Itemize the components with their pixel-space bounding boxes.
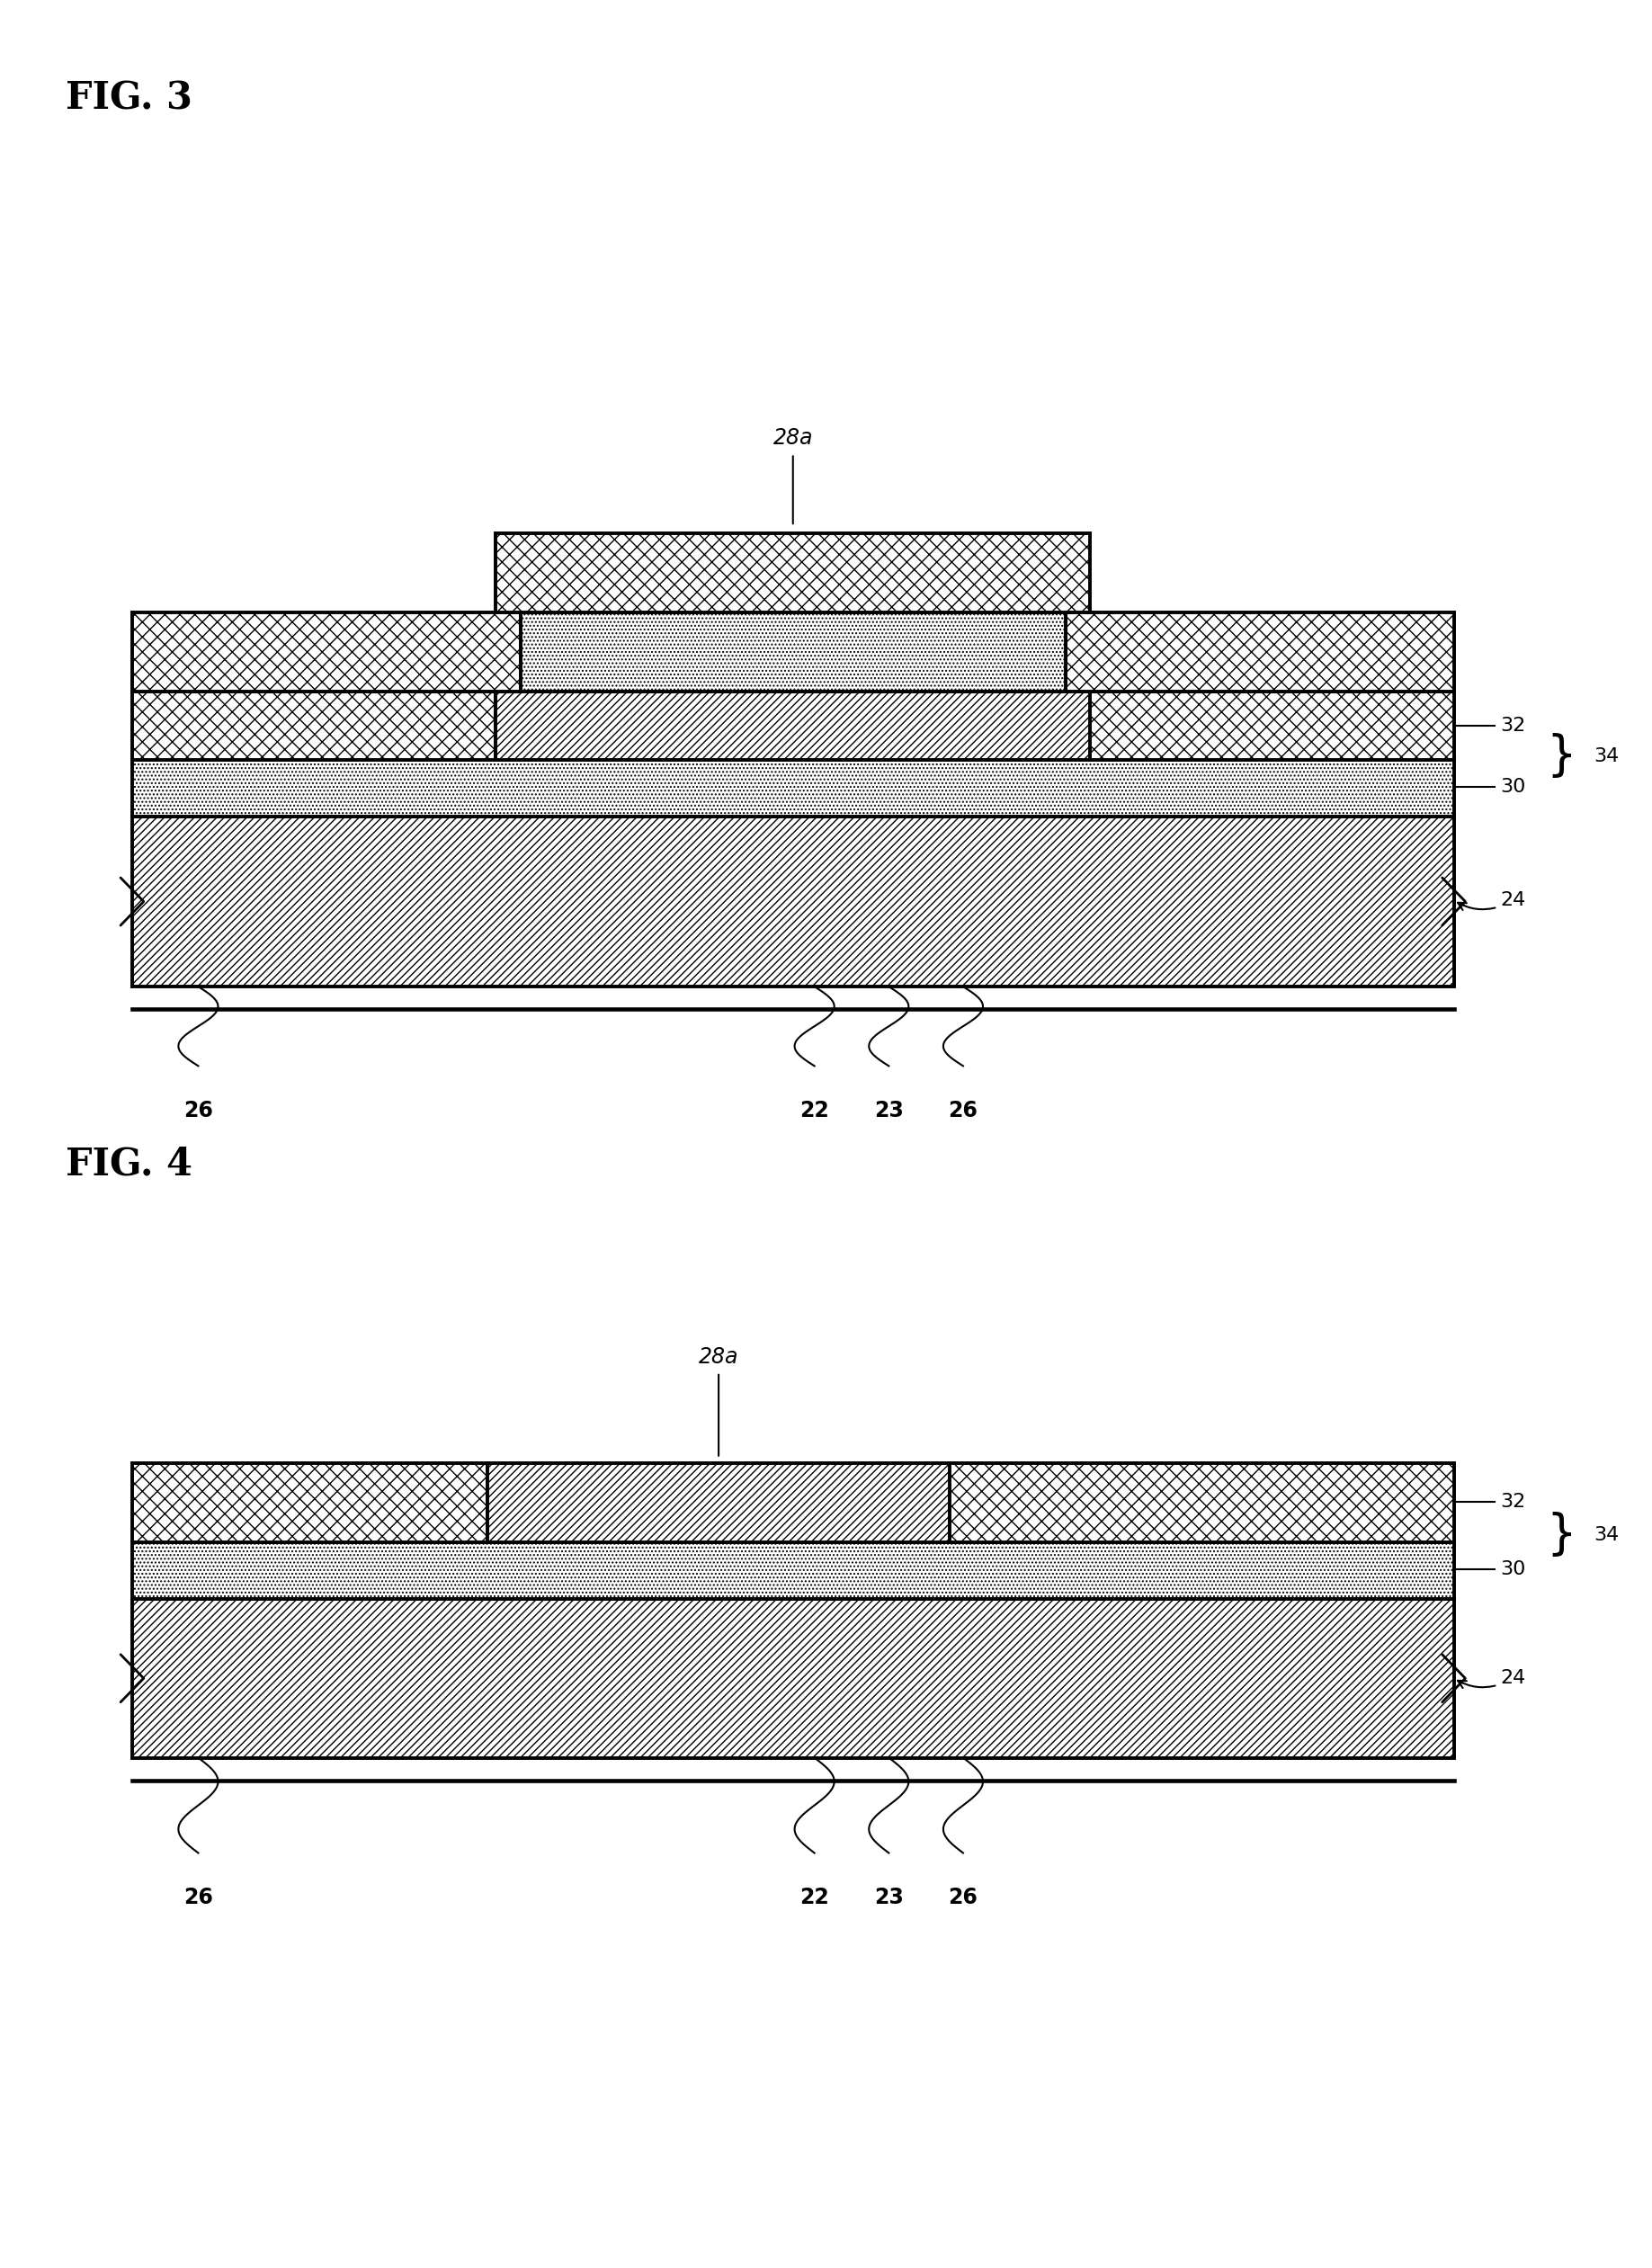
Bar xyxy=(132,1599,1454,1758)
Text: 26: 26 xyxy=(948,1100,978,1123)
Text: 23: 23 xyxy=(874,1100,904,1123)
Text: 24: 24 xyxy=(1457,1669,1525,1687)
Text: 32: 32 xyxy=(1500,717,1525,735)
Bar xyxy=(1066,612,1454,692)
Text: 30: 30 xyxy=(1500,1560,1525,1579)
Text: FIG. 3: FIG. 3 xyxy=(66,79,193,118)
Text: 26: 26 xyxy=(948,1887,978,1910)
Bar xyxy=(132,692,496,760)
Text: }: } xyxy=(1546,733,1576,780)
Bar xyxy=(487,1463,950,1542)
Text: 28a: 28a xyxy=(699,1345,738,1368)
Text: 34: 34 xyxy=(1594,748,1619,764)
Bar xyxy=(496,692,1090,760)
Bar xyxy=(1090,692,1454,760)
Text: 30: 30 xyxy=(1500,778,1525,796)
Text: 22: 22 xyxy=(800,1887,829,1910)
Bar xyxy=(132,612,520,692)
Bar xyxy=(950,1463,1454,1542)
Bar xyxy=(132,1463,487,1542)
Text: FIG. 4: FIG. 4 xyxy=(66,1145,193,1184)
Text: 24: 24 xyxy=(1457,891,1525,909)
Bar xyxy=(496,533,1090,612)
Bar xyxy=(132,816,1454,987)
Bar xyxy=(132,760,1454,816)
Text: 23: 23 xyxy=(874,1887,904,1910)
Text: 26: 26 xyxy=(183,1887,213,1910)
Text: 22: 22 xyxy=(800,1100,829,1123)
Bar xyxy=(132,1542,1454,1599)
Text: 28a: 28a xyxy=(773,426,813,449)
Bar xyxy=(520,612,1066,692)
Text: 26: 26 xyxy=(183,1100,213,1123)
Text: }: } xyxy=(1546,1513,1576,1558)
Text: 32: 32 xyxy=(1500,1492,1525,1510)
Text: 34: 34 xyxy=(1594,1526,1619,1545)
